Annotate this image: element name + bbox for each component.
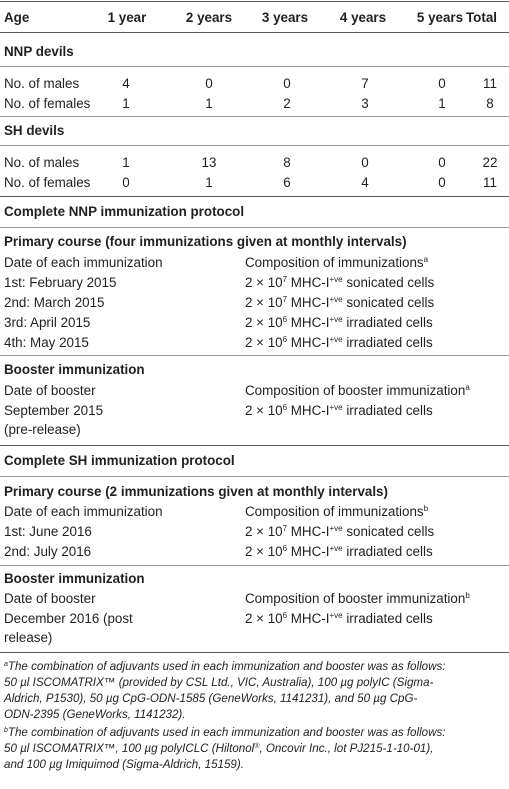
table-cell: 1 [122, 96, 130, 111]
nnp-booster-date: September 2015 [4, 403, 104, 418]
header-2-years: 2 years [185, 10, 233, 25]
sh-booster-date: December 2016 (post [4, 611, 133, 626]
section-rule [0, 476, 509, 477]
footnote-a: aThe combination of adjuvants used in ea… [4, 660, 446, 721]
nnp-booster-date-note: (pre-release) [4, 422, 81, 437]
table-cell: 2 [283, 96, 291, 111]
header-3-years: 3 years [261, 10, 309, 25]
nnp-composition: 2 × 106 MHC-I+ve irradiated cells [245, 315, 433, 330]
table-cell: 0 [438, 175, 446, 190]
table-cell: 0 [122, 175, 130, 190]
header-1-year: 1 year [107, 10, 147, 25]
sh-booster-composition: 2 × 106 MHC-I+ve irradiated cells [245, 611, 433, 626]
nnp-protocol-title: Complete NNP immunization protocol [4, 204, 245, 219]
header-age: Age [4, 10, 30, 25]
row-label: No. of females [4, 96, 91, 111]
table-cell: 8 [283, 155, 291, 170]
table-cell: 11 [483, 175, 497, 190]
table-cell: 0 [283, 76, 291, 91]
sh-composition: 2 × 107 MHC-I+ve sonicated cells [245, 524, 435, 539]
sh-date: 1st: June 2016 [4, 524, 92, 539]
table-cell: 1 [205, 175, 213, 190]
nnp-booster-title: Booster immunization [4, 362, 145, 377]
row-rule [0, 116, 509, 117]
nnp-composition: 2 × 106 MHC-I+ve irradiated cells [245, 335, 433, 350]
table-cell: 0 [438, 155, 446, 170]
header-total: Total [466, 10, 497, 25]
nnp-primary-title: Primary course (four immunizations given… [4, 234, 407, 249]
sh-booster-title: Booster immunization [4, 571, 145, 586]
table-cell: 1 [205, 96, 213, 111]
table-cell: 1 [122, 155, 130, 170]
section-rule [0, 565, 509, 566]
header-rule [0, 32, 509, 33]
row-label: No. of females [4, 175, 91, 190]
nnp-date: 2nd: March 2015 [4, 295, 105, 310]
group-title-nnp: NNP devils [4, 44, 74, 59]
sh-comp-header: Composition of immunizationsb [245, 504, 429, 519]
table-cell: 0 [205, 76, 213, 91]
sh-protocol-title: Complete SH immunization protocol [4, 453, 235, 468]
table-cell: 11 [483, 76, 497, 91]
group-rule-nnp [0, 66, 509, 67]
nnp-composition: 2 × 107 MHC-I+ve sonicated cells [245, 295, 435, 310]
section-rule [0, 355, 509, 356]
group-title-sh: SH devils [4, 123, 65, 138]
row-rule [0, 196, 509, 197]
table-top-rule [0, 1, 509, 2]
table-cell: 8 [486, 96, 494, 111]
row-label: No. of males [4, 155, 80, 170]
nnp-date: 3rd: April 2015 [4, 315, 91, 330]
sh-composition: 2 × 106 MHC-I+ve irradiated cells [245, 544, 433, 559]
sh-booster-date-note: release) [4, 630, 53, 645]
group-rule-sh [0, 145, 509, 146]
nnp-date-header: Date of each immunization [4, 255, 163, 270]
footnote-b: bThe combination of adjuvants used in ea… [4, 726, 446, 771]
header-5-years: 5 years [416, 10, 464, 25]
table-cell: 4 [361, 175, 369, 190]
table-cell: 6 [283, 175, 291, 190]
section-rule [0, 445, 509, 446]
table-bottom-rule [0, 652, 509, 653]
table-cell: 4 [122, 76, 130, 91]
table-cell: 7 [361, 76, 369, 91]
nnp-comp-header: Composition of immunizationsa [245, 255, 429, 270]
nnp-booster-comp-header: Composition of booster immunizationa [245, 383, 470, 398]
table-cell: 3 [361, 96, 369, 111]
table-cell: 22 [482, 155, 498, 170]
sh-date: 2nd: July 2016 [4, 544, 92, 559]
sh-booster-date-header: Date of booster [4, 591, 96, 606]
table-cell: 13 [201, 155, 217, 170]
header-4-years: 4 years [339, 10, 387, 25]
nnp-composition: 2 × 107 MHC-I+ve sonicated cells [245, 275, 435, 290]
sh-date-header: Date of each immunization [4, 504, 163, 519]
sh-booster-comp-header: Composition of booster immunizationb [245, 591, 470, 606]
nnp-booster-composition: 2 × 106 MHC-I+ve irradiated cells [245, 403, 433, 418]
table-cell: 0 [361, 155, 369, 170]
row-label: No. of males [4, 76, 80, 91]
table-cell: 1 [438, 96, 446, 111]
nnp-date: 4th: May 2015 [4, 335, 89, 350]
sh-primary-title: Primary course (2 immunizations given at… [4, 484, 388, 499]
section-rule [0, 227, 509, 228]
table-cell: 0 [438, 76, 446, 91]
nnp-booster-date-header: Date of booster [4, 383, 96, 398]
nnp-date: 1st: February 2015 [4, 275, 117, 290]
